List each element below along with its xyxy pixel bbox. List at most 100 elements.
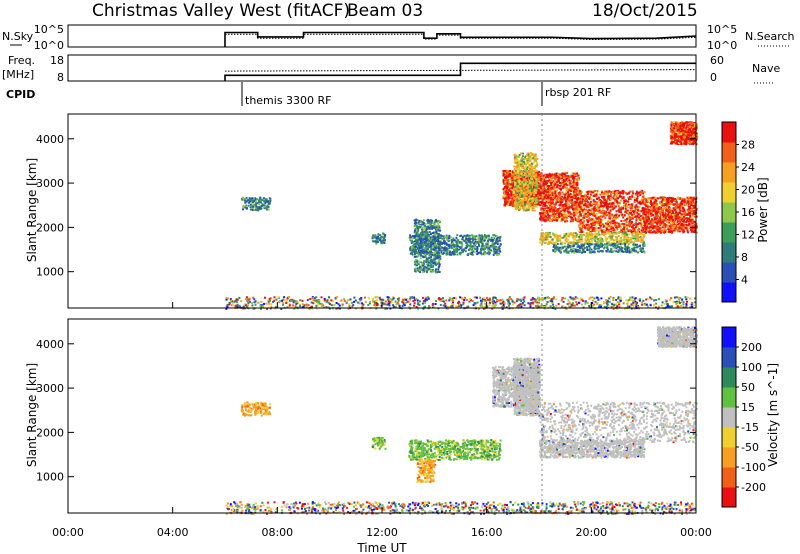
scatter-cell (610, 191, 613, 194)
scatter-cell (587, 224, 590, 227)
scatter-cell (524, 166, 527, 169)
scatter-cell (596, 234, 599, 237)
scatter-cell (545, 180, 548, 183)
nsky-label: N.Sky (2, 30, 34, 43)
scatter-cell (558, 216, 561, 218)
scatter-cell (526, 193, 528, 196)
scatter-cell (675, 217, 678, 220)
scatter-cell (574, 202, 577, 205)
scatter-cell (504, 182, 507, 185)
scatter-cell (560, 236, 563, 239)
scatter-cell (571, 220, 574, 223)
scatter-cell (535, 162, 538, 164)
scatter-cell (668, 203, 671, 206)
scatter-cell (587, 221, 590, 224)
scatter-cell (506, 178, 509, 181)
scatter-cell (592, 200, 595, 203)
scatter-cell (545, 218, 548, 221)
scatter-cell (514, 175, 517, 178)
scatter-cell (517, 201, 520, 204)
scatter-cell (547, 179, 550, 182)
scatter-cell (523, 194, 526, 197)
scatter-cell (535, 178, 538, 181)
scatter-cell (550, 180, 553, 183)
scatter-cell (523, 205, 526, 208)
scatter-cell (507, 170, 510, 173)
scatter-cell (568, 197, 571, 200)
scatter-cell (629, 205, 632, 208)
scatter-cell (537, 199, 540, 202)
scatter-cell (545, 207, 548, 209)
scatter-cell (632, 213, 635, 216)
scatter-cell (535, 199, 538, 202)
scatter-cell (515, 208, 518, 211)
scatter-cell (532, 187, 535, 189)
scatter-cell (616, 221, 619, 224)
scatter-cell (599, 236, 602, 239)
nsky-tick-top: 10^5 (34, 23, 64, 36)
scatter-cell (566, 172, 569, 174)
scatter-cell (689, 207, 691, 210)
scatter-cell (607, 206, 610, 208)
scatter-cell (624, 225, 627, 228)
scatter-cell (498, 239, 501, 242)
scatter-cell (574, 195, 577, 198)
scatter-cell (645, 205, 648, 208)
scatter-cell (596, 219, 599, 222)
scatter-cell (592, 201, 595, 204)
scatter-cell (514, 173, 517, 175)
scatter-cell (599, 216, 602, 219)
scatter-cell (629, 241, 632, 244)
scatter-cell (597, 245, 600, 248)
scatter-cell (676, 220, 679, 223)
scatter-cell (591, 227, 594, 230)
scatter-cell (555, 208, 558, 211)
scatter-cell (564, 209, 567, 211)
scatter-cell (556, 184, 559, 186)
scatter-cell (566, 202, 569, 205)
scatter-cell (567, 206, 569, 208)
scatter-cell (566, 215, 568, 218)
scatter-cell (652, 225, 655, 228)
scatter-cell (622, 192, 625, 195)
scatter-cell (599, 203, 602, 206)
scatter-cell (589, 212, 592, 215)
scatter-cell (589, 231, 592, 233)
scatter-cell (649, 214, 652, 217)
scatter-cell (520, 165, 523, 168)
scatter-cell (665, 203, 668, 206)
scatter-cell (549, 200, 551, 203)
scatter-cell (612, 245, 615, 248)
scatter-cell (525, 206, 528, 209)
scatter-cell (512, 189, 515, 192)
scatter-cell (533, 202, 536, 204)
scatter-cell (547, 176, 550, 179)
scatter-cell (613, 200, 616, 203)
scatter-cell (577, 191, 580, 194)
scatter-cell (600, 199, 603, 202)
scatter-cell (532, 180, 535, 183)
scatter-cell (561, 214, 564, 217)
scatter-cell (591, 232, 594, 235)
scatter-cell (586, 219, 589, 222)
scatter-cell (556, 195, 559, 198)
scatter-cell (667, 200, 670, 203)
scatter-cell (441, 249, 444, 252)
scatter-cell (640, 192, 643, 195)
scatter-cell (550, 200, 553, 203)
scatter-cell (659, 196, 662, 199)
scatter-cell (536, 182, 538, 185)
scatter-cell (597, 208, 599, 211)
scatter-cell (507, 181, 510, 184)
scatter-cell (554, 249, 557, 252)
scatter-cell (631, 226, 634, 229)
scatter-cell (559, 175, 562, 178)
scatter-cell (555, 219, 558, 222)
scatter-cell (539, 208, 542, 211)
scatter-cell (604, 190, 607, 193)
scatter-cell (532, 157, 535, 160)
scatter-cell (522, 184, 525, 187)
scatter-cell (620, 229, 623, 232)
scatter-cell (622, 216, 625, 219)
scatter-cell (591, 220, 594, 223)
